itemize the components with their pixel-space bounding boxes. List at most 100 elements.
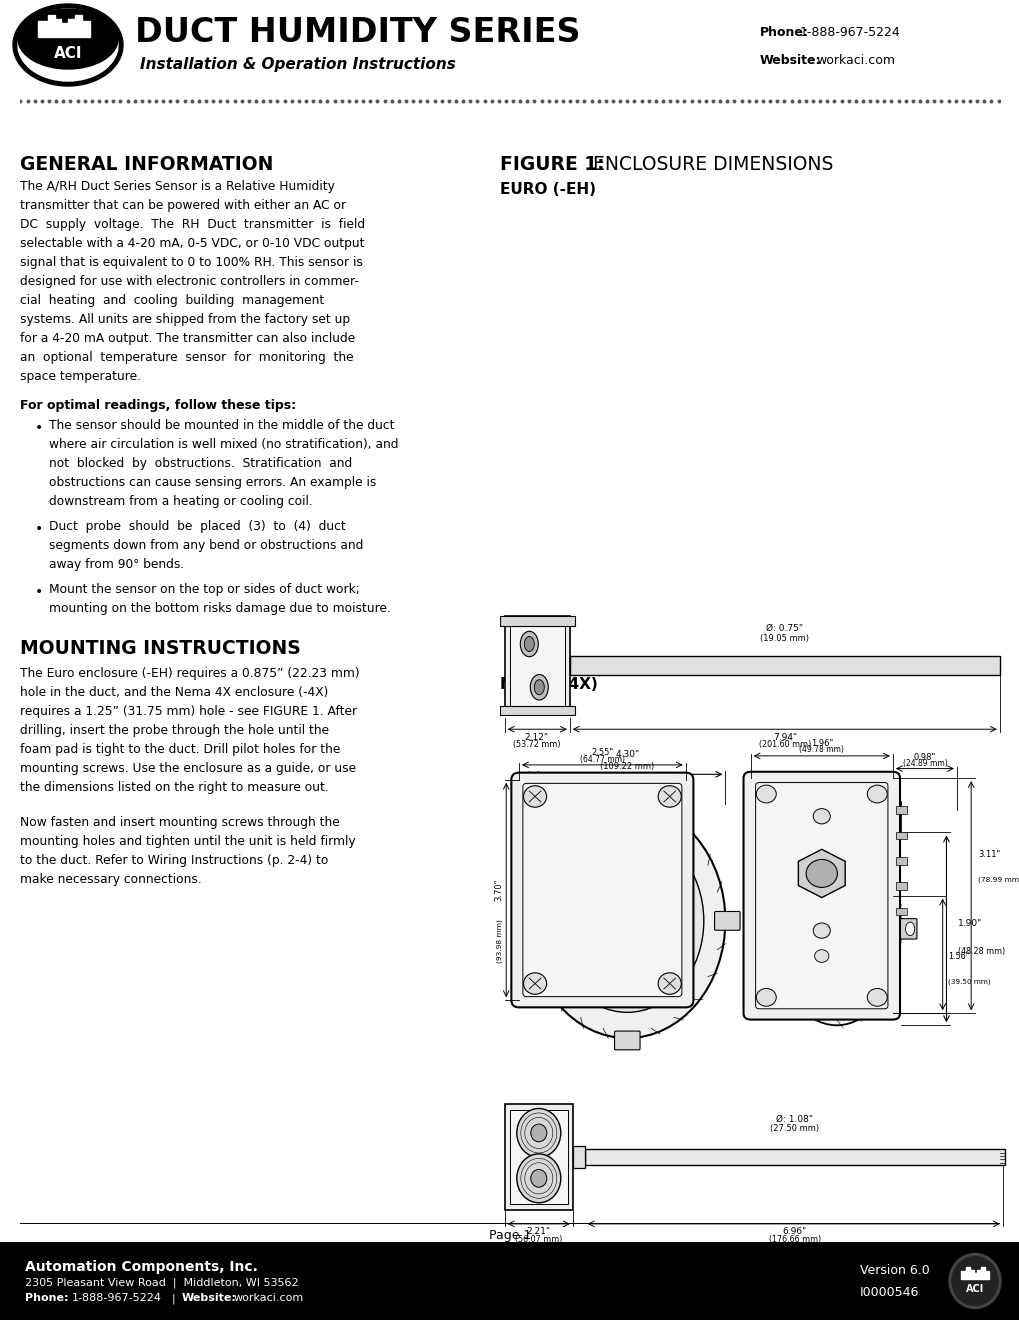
Text: DC  supply  voltage.  The  RH  Duct  transmitter  is  field: DC supply voltage. The RH Duct transmitt…	[20, 218, 365, 231]
FancyBboxPatch shape	[613, 1031, 640, 1049]
Text: mounting on the bottom risks damage due to moisture.: mounting on the bottom risks damage due …	[49, 602, 390, 615]
Text: Duct  probe  should  be  placed  (3)  to  (4)  duct: Duct probe should be placed (3) to (4) d…	[49, 520, 345, 533]
Text: 7.94": 7.94"	[772, 733, 796, 742]
Text: |: |	[172, 1294, 175, 1304]
Text: (56.07 mm): (56.07 mm)	[515, 1236, 561, 1243]
Bar	[896, 832, 906, 840]
Text: Page 1: Page 1	[488, 1229, 531, 1242]
Text: NEMA (-4X): NEMA (-4X)	[499, 677, 597, 692]
Text: segments down from any bend or obstructions and: segments down from any bend or obstructi…	[49, 539, 363, 552]
Text: GENERAL INFORMATION: GENERAL INFORMATION	[20, 154, 273, 174]
Text: •: •	[35, 421, 43, 436]
Text: Installation & Operation Instructions: Installation & Operation Instructions	[140, 57, 455, 71]
Text: (176.66 mm): (176.66 mm)	[768, 1236, 820, 1243]
Bar	[499, 705, 575, 714]
Text: obstructions can cause sensing errors. An example is: obstructions can cause sensing errors. A…	[49, 477, 376, 488]
Circle shape	[530, 1125, 546, 1142]
Circle shape	[812, 923, 829, 939]
Ellipse shape	[520, 631, 538, 657]
FancyBboxPatch shape	[514, 912, 539, 931]
Text: 1.90": 1.90"	[957, 919, 981, 928]
Text: mounting screws. Use the enclosure as a guide, or use: mounting screws. Use the enclosure as a …	[20, 762, 357, 775]
Bar	[896, 882, 906, 890]
Circle shape	[812, 809, 829, 824]
Text: 1.56": 1.56"	[948, 952, 969, 961]
Text: designed for use with electronic controllers in commer-: designed for use with electronic control…	[20, 275, 359, 288]
Text: Phone:: Phone:	[759, 25, 808, 38]
Text: Website:: Website:	[181, 1294, 236, 1303]
FancyBboxPatch shape	[896, 919, 916, 939]
Text: selectable with a 4-20 mA, 0-5 VDC, or 0-10 VDC output: selectable with a 4-20 mA, 0-5 VDC, or 0…	[20, 238, 365, 249]
Circle shape	[787, 855, 886, 1003]
Text: signal that is equivalent to 0 to 100% RH. This sensor is: signal that is equivalent to 0 to 100% R…	[20, 256, 363, 269]
Text: 2305 Pleasant View Road  |  Middleton, WI 53562: 2305 Pleasant View Road | Middleton, WI …	[25, 1276, 299, 1287]
Text: (24.89 mm): (24.89 mm)	[902, 759, 947, 768]
Text: away from 90° bends.: away from 90° bends.	[49, 558, 183, 572]
Circle shape	[771, 833, 900, 1026]
Text: workaci.com: workaci.com	[815, 54, 894, 66]
FancyBboxPatch shape	[613, 792, 640, 810]
Text: (93.98 mm): (93.98 mm)	[496, 919, 502, 962]
Circle shape	[616, 909, 637, 933]
Text: Ø: 1.08": Ø: 1.08"	[775, 1115, 812, 1123]
Text: the dimensions listed on the right to measure out.: the dimensions listed on the right to me…	[20, 781, 329, 795]
Text: cial  heating  and  cooling  building  management: cial heating and cooling building manage…	[20, 294, 324, 308]
Text: space temperature.: space temperature.	[20, 370, 142, 383]
FancyBboxPatch shape	[755, 783, 888, 1008]
Ellipse shape	[530, 675, 548, 700]
Text: DUCT HUMIDITY SERIES: DUCT HUMIDITY SERIES	[135, 16, 580, 49]
Bar	[896, 908, 906, 915]
Text: Version 6.0: Version 6.0	[859, 1265, 929, 1276]
Text: systems. All units are shipped from the factory set up: systems. All units are shipped from the …	[20, 313, 351, 326]
Text: foam pad is tight to the duct. Drill pilot holes for the: foam pad is tight to the duct. Drill pil…	[20, 743, 340, 756]
FancyBboxPatch shape	[523, 783, 682, 997]
Text: ACI: ACI	[965, 1284, 983, 1294]
Ellipse shape	[951, 1257, 997, 1305]
Bar	[570, 656, 999, 675]
Circle shape	[570, 853, 684, 989]
Polygon shape	[798, 849, 845, 898]
Ellipse shape	[948, 1254, 1000, 1308]
Text: 4.30": 4.30"	[614, 750, 639, 759]
Text: Website:: Website:	[759, 54, 820, 66]
Text: 1.96": 1.96"	[810, 739, 833, 747]
Text: 3.70": 3.70"	[493, 879, 502, 902]
Circle shape	[755, 785, 775, 803]
Circle shape	[755, 989, 775, 1006]
Text: mounting holes and tighten until the unit is held firmly: mounting holes and tighten until the uni…	[20, 836, 356, 847]
Ellipse shape	[534, 680, 544, 694]
Bar	[896, 857, 906, 865]
Circle shape	[805, 859, 837, 887]
Circle shape	[866, 785, 887, 803]
FancyBboxPatch shape	[759, 919, 776, 939]
Bar	[499, 616, 575, 626]
Circle shape	[530, 1170, 546, 1187]
Circle shape	[550, 829, 703, 1012]
Text: (48.28 mm): (48.28 mm)	[957, 946, 1004, 956]
Bar	[584, 1150, 1004, 1166]
Text: 6.96": 6.96"	[782, 1228, 806, 1237]
Text: 2.21": 2.21"	[526, 1228, 550, 1237]
Text: not  blocked  by  obstructions.  Stratification  and: not blocked by obstructions. Stratificat…	[49, 457, 352, 470]
Text: hole in the duct, and the Nema 4X enclosure (-4X): hole in the duct, and the Nema 4X enclos…	[20, 686, 328, 700]
Bar	[573, 1146, 584, 1168]
FancyBboxPatch shape	[743, 772, 899, 1019]
Text: ENCLOSURE DIMENSIONS: ENCLOSURE DIMENSIONS	[586, 154, 833, 174]
Text: Now fasten and insert mounting screws through the: Now fasten and insert mounting screws th…	[20, 816, 339, 829]
Text: Phone:: Phone:	[25, 1294, 68, 1303]
Circle shape	[657, 785, 681, 808]
Text: 1-888-967-5224: 1-888-967-5224	[799, 25, 900, 38]
Circle shape	[819, 904, 853, 954]
Text: (78.99 mm): (78.99 mm)	[977, 876, 1019, 883]
Text: 1-888-967-5224: 1-888-967-5224	[72, 1294, 162, 1303]
Polygon shape	[960, 1267, 988, 1279]
Ellipse shape	[18, 9, 118, 81]
Text: workaci.com: workaci.com	[233, 1294, 304, 1303]
Text: FIGURE 1:: FIGURE 1:	[499, 154, 604, 174]
Text: an  optional  temperature  sensor  for  monitoring  the: an optional temperature sensor for monit…	[20, 351, 354, 364]
Text: Mount the sensor on the top or sides of duct work;: Mount the sensor on the top or sides of …	[49, 583, 359, 597]
Text: to the duct. Refer to Wiring Instructions (p. 2-4) to: to the duct. Refer to Wiring Instruction…	[20, 854, 328, 867]
Text: transmitter that can be powered with either an AC or: transmitter that can be powered with eit…	[20, 199, 346, 213]
Polygon shape	[38, 15, 90, 37]
Text: I0000546: I0000546	[859, 1286, 918, 1299]
